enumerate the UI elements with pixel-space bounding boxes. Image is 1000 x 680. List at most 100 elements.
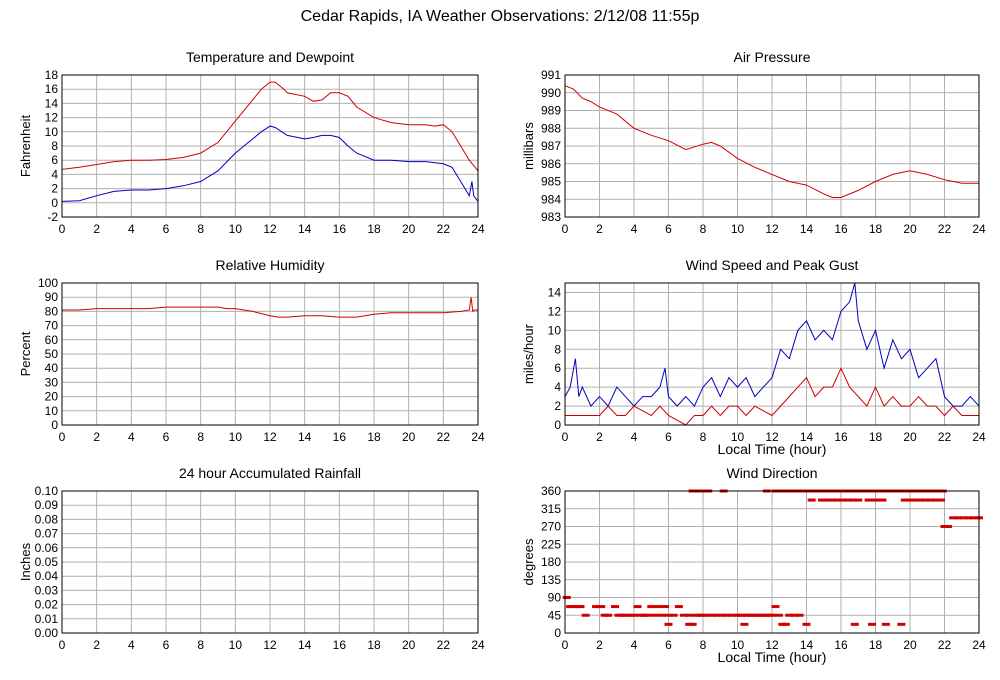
y-axis-label: millibars bbox=[521, 122, 536, 170]
direction-point bbox=[674, 605, 683, 609]
direction-point bbox=[650, 613, 659, 617]
y-tick-label: 990 bbox=[541, 86, 561, 100]
x-tick-label: 8 bbox=[197, 638, 204, 652]
x-tick-label: 12 bbox=[263, 430, 277, 444]
x-tick-label: 24 bbox=[471, 430, 485, 444]
direction-point bbox=[723, 613, 732, 617]
x-tick-label: 14 bbox=[800, 430, 814, 444]
x-tick-label: 2 bbox=[596, 638, 603, 652]
direction-point bbox=[833, 498, 842, 502]
direction-point bbox=[654, 605, 663, 609]
direction-point bbox=[849, 498, 858, 502]
direction-point bbox=[926, 498, 935, 502]
y-tick-label: 0.09 bbox=[35, 498, 59, 512]
direction-point bbox=[868, 622, 877, 626]
direction-point bbox=[850, 622, 859, 626]
x-axis-label: Local Time (hour) bbox=[718, 649, 827, 665]
direction-point bbox=[633, 605, 642, 609]
y-tick-label: 14 bbox=[548, 285, 562, 299]
x-tick-label: 20 bbox=[402, 222, 416, 236]
x-tick-label: 20 bbox=[903, 430, 917, 444]
chart-title: Wind Speed and Peak Gust bbox=[686, 257, 859, 273]
y-tick-label: 70 bbox=[45, 319, 59, 333]
direction-point bbox=[669, 613, 678, 617]
y-tick-label: 989 bbox=[541, 104, 561, 118]
x-tick-label: 10 bbox=[731, 430, 745, 444]
direction-point bbox=[562, 596, 571, 599]
y-tick-label: 983 bbox=[541, 210, 561, 224]
direction-point bbox=[900, 498, 909, 502]
x-tick-label: 10 bbox=[229, 430, 243, 444]
plot-frame bbox=[61, 282, 479, 426]
x-tick-label: 12 bbox=[263, 638, 277, 652]
direction-point bbox=[937, 498, 946, 502]
y-tick-label: 100 bbox=[38, 276, 58, 290]
x-tick-label: 6 bbox=[665, 638, 672, 652]
direction-point bbox=[661, 605, 670, 609]
x-tick-label: 0 bbox=[59, 430, 66, 444]
direction-point bbox=[854, 498, 863, 502]
x-tick-label: 2 bbox=[93, 638, 100, 652]
x-tick-label: 16 bbox=[834, 638, 848, 652]
y-tick-label: 4 bbox=[554, 380, 561, 394]
y-tick-label: 0 bbox=[51, 418, 58, 432]
x-tick-label: 14 bbox=[298, 222, 312, 236]
x-tick-label: 0 bbox=[562, 222, 569, 236]
direction-point bbox=[680, 613, 689, 617]
y-tick-label: 180 bbox=[541, 555, 561, 569]
direction-point bbox=[959, 516, 968, 520]
x-tick-label: 18 bbox=[869, 222, 883, 236]
x-tick-label: 14 bbox=[298, 638, 312, 652]
x-tick-label: 0 bbox=[59, 222, 66, 236]
direction-point bbox=[828, 498, 837, 502]
direction-point bbox=[597, 605, 606, 609]
y-tick-label: 2 bbox=[51, 182, 58, 196]
y-tick-label: 40 bbox=[45, 361, 59, 375]
x-tick-label: 0 bbox=[562, 430, 569, 444]
y-tick-label: 6 bbox=[554, 361, 561, 375]
x-tick-label: 18 bbox=[869, 638, 883, 652]
y-tick-label: 10 bbox=[45, 125, 59, 139]
y-tick-label: 315 bbox=[541, 502, 561, 516]
y-tick-label: 991 bbox=[541, 68, 561, 82]
x-tick-label: 14 bbox=[800, 222, 814, 236]
x-tick-label: 10 bbox=[731, 638, 745, 652]
x-tick-label: 24 bbox=[471, 222, 485, 236]
y-axis-label: Fahrenheit bbox=[18, 115, 33, 178]
direction-point bbox=[630, 613, 638, 617]
x-tick-label: 6 bbox=[665, 430, 672, 444]
direction-point bbox=[592, 605, 601, 609]
x-tick-label: 4 bbox=[631, 222, 638, 236]
y-tick-label: 985 bbox=[541, 175, 561, 189]
y-tick-label: 0.07 bbox=[35, 527, 59, 541]
x-tick-label: 18 bbox=[869, 430, 883, 444]
y-tick-label: 0.10 bbox=[35, 484, 59, 498]
y-tick-label: 270 bbox=[541, 520, 561, 534]
y-tick-label: 2 bbox=[554, 399, 561, 413]
direction-point bbox=[771, 605, 780, 609]
direction-point bbox=[807, 498, 816, 502]
chart-title: Wind Direction bbox=[726, 465, 817, 481]
x-tick-label: 12 bbox=[263, 222, 277, 236]
y-axis-label: degrees bbox=[521, 538, 536, 585]
direction-point bbox=[881, 622, 890, 626]
x-tick-label: 4 bbox=[128, 430, 135, 444]
direction-point bbox=[712, 613, 721, 617]
y-tick-label: 12 bbox=[45, 111, 59, 125]
direction-point bbox=[657, 613, 666, 617]
y-tick-label: 0.05 bbox=[35, 555, 59, 569]
x-tick-label: 16 bbox=[333, 638, 347, 652]
direction-point bbox=[768, 613, 776, 617]
y-tick-label: 0.03 bbox=[35, 583, 59, 597]
y-tick-label: 10 bbox=[548, 323, 562, 337]
x-tick-label: 8 bbox=[700, 222, 707, 236]
x-tick-label: 6 bbox=[163, 430, 170, 444]
direction-point bbox=[774, 613, 783, 617]
x-tick-label: 16 bbox=[834, 222, 848, 236]
x-tick-label: 0 bbox=[562, 638, 569, 652]
direction-point bbox=[949, 516, 958, 520]
direction-point bbox=[581, 613, 590, 617]
